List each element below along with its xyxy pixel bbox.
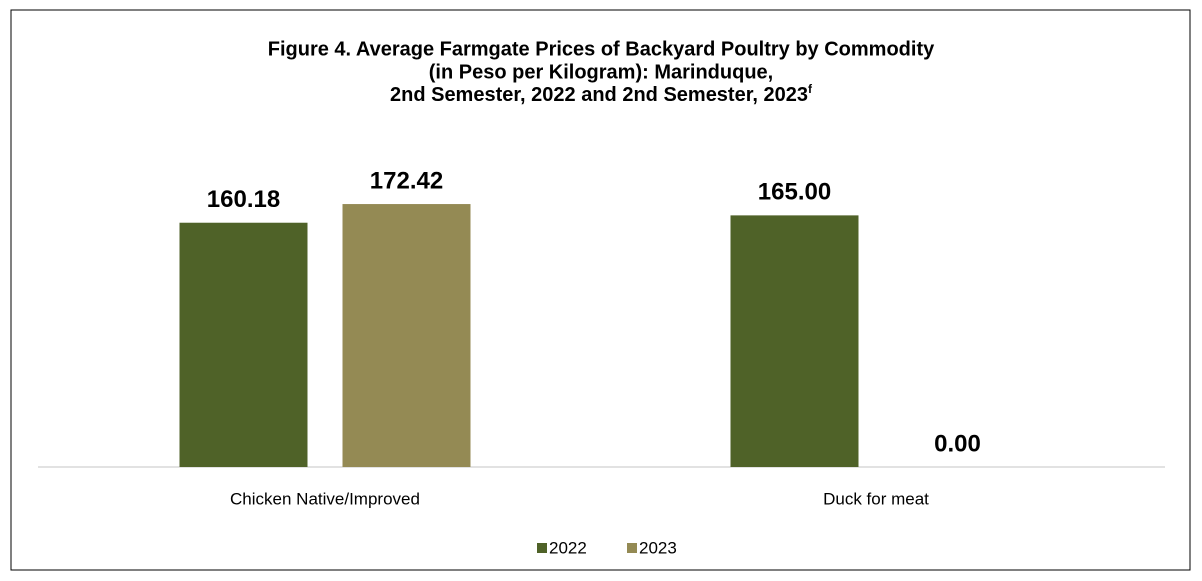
legend-swatch: [537, 543, 547, 553]
chart-title: (in Peso per Kilogram): Marinduque,: [429, 61, 773, 83]
data-label: 172.42: [370, 167, 443, 194]
legend-swatch: [627, 543, 637, 553]
data-label: 0.00: [934, 430, 981, 457]
bar: [342, 204, 471, 467]
title-superscript: f: [808, 82, 813, 96]
chart-title: Figure 4. Average Farmgate Prices of Bac…: [268, 38, 935, 60]
data-label: 165.00: [758, 179, 831, 206]
chart-title: 2nd Semester, 2022 and 2nd Semester, 202…: [390, 84, 808, 106]
x-tick-label: Chicken Native/Improved: [230, 489, 420, 508]
legend-label: 2022: [549, 538, 587, 557]
bar: [730, 215, 859, 467]
bar: [179, 222, 308, 467]
chart-title: 2nd Semester, 2022 and 2nd Semester, 202…: [390, 82, 813, 106]
x-tick-label: Duck for meat: [823, 489, 929, 508]
data-label: 160.18: [207, 186, 280, 213]
legend-label: 2023: [639, 538, 677, 557]
